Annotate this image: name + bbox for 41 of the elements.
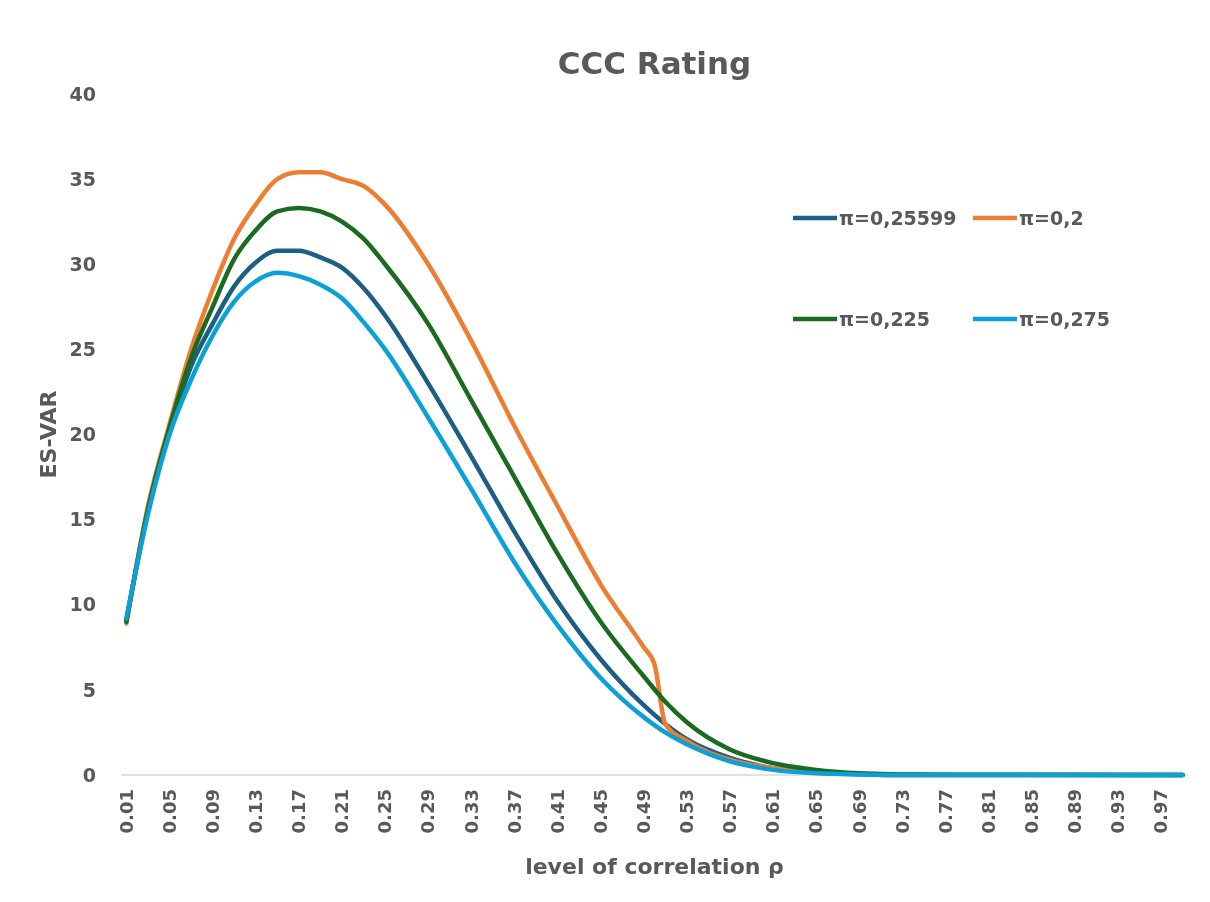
x-tick-label: 0.05 <box>158 789 180 834</box>
x-tick-label: 0.33 <box>460 789 482 834</box>
y-tick-label: 25 <box>69 338 96 361</box>
chart-title: CCC Rating <box>557 45 752 81</box>
y-tick-label: 0 <box>82 763 96 786</box>
y-tick-label: 20 <box>69 423 96 446</box>
y-axis-title: ES-VAR <box>36 390 61 479</box>
x-tick-label: 0.65 <box>805 789 827 834</box>
x-tick-label: 0.89 <box>1064 789 1086 834</box>
x-tick-label: 0.45 <box>589 789 611 834</box>
x-tick-label: 0.97 <box>1150 789 1172 834</box>
legend-label: π=0,275 <box>1019 307 1111 330</box>
x-tick-label: 0.25 <box>374 789 396 834</box>
legend-label: π=0,25599 <box>839 206 957 229</box>
x-tick-label: 0.09 <box>201 789 223 834</box>
x-tick-label: 0.41 <box>546 789 568 834</box>
x-tick-label: 0.61 <box>762 789 784 834</box>
x-tick-label: 0.37 <box>503 789 525 834</box>
x-tick-label: 0.69 <box>848 789 870 834</box>
x-tick-label: 0.93 <box>1107 789 1129 834</box>
y-tick-label: 10 <box>69 593 96 616</box>
legend-label: π=0,2 <box>1019 206 1084 229</box>
x-axis-title: level of correlation ρ <box>525 854 784 879</box>
x-tick-label: 0.81 <box>977 789 999 834</box>
y-tick-label: 40 <box>69 82 96 105</box>
x-tick-label: 0.57 <box>719 789 741 834</box>
x-tick-label: 0.73 <box>891 789 913 834</box>
x-tick-label: 0.01 <box>115 789 137 834</box>
x-tick-label: 0.17 <box>288 789 310 834</box>
x-tick-label: 0.13 <box>245 789 267 834</box>
x-tick-label: 0.85 <box>1021 789 1043 834</box>
x-tick-label: 0.77 <box>934 789 956 834</box>
x-tick-label: 0.29 <box>417 789 439 834</box>
y-tick-label: 15 <box>69 508 96 531</box>
x-tick-label: 0.49 <box>633 789 655 834</box>
x-tick-label: 0.21 <box>331 789 353 834</box>
x-tick-label: 0.53 <box>676 789 698 834</box>
y-tick-label: 5 <box>82 678 96 701</box>
legend-label: π=0,225 <box>839 307 931 330</box>
y-tick-label: 30 <box>69 252 96 275</box>
y-tick-label: 35 <box>69 167 96 190</box>
